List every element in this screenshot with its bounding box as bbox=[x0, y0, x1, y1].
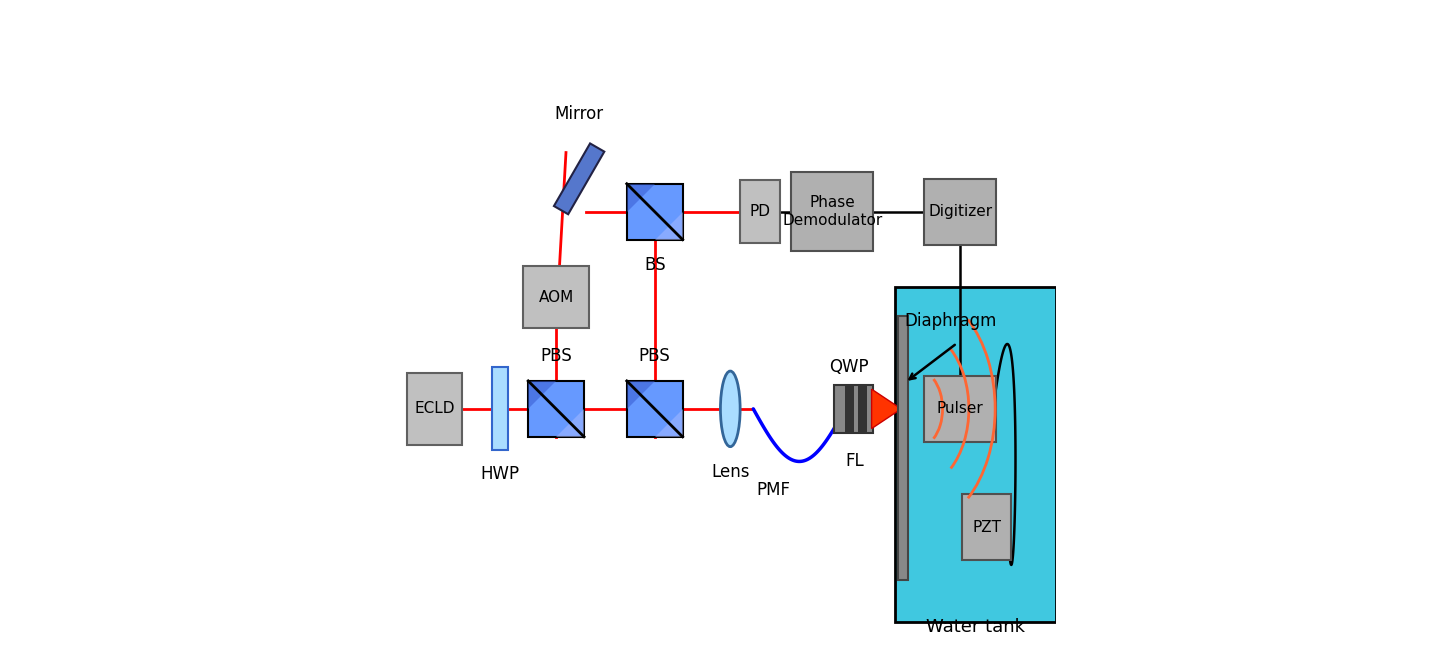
Text: PBS: PBS bbox=[638, 346, 670, 364]
Polygon shape bbox=[627, 381, 682, 437]
Text: PBS: PBS bbox=[541, 346, 571, 364]
Text: Lens: Lens bbox=[711, 463, 749, 481]
Polygon shape bbox=[654, 409, 682, 437]
FancyBboxPatch shape bbox=[899, 316, 909, 580]
FancyBboxPatch shape bbox=[925, 179, 996, 245]
FancyBboxPatch shape bbox=[523, 266, 589, 329]
Polygon shape bbox=[627, 381, 654, 409]
Text: FL: FL bbox=[846, 451, 865, 469]
Text: AOM: AOM bbox=[538, 290, 574, 305]
FancyBboxPatch shape bbox=[791, 172, 874, 251]
FancyBboxPatch shape bbox=[925, 376, 996, 442]
Text: Diaphragm: Diaphragm bbox=[904, 312, 996, 330]
Text: QWP: QWP bbox=[829, 358, 868, 376]
Polygon shape bbox=[555, 409, 585, 437]
FancyBboxPatch shape bbox=[407, 373, 462, 445]
Text: Water tank: Water tank bbox=[926, 618, 1025, 636]
Polygon shape bbox=[654, 212, 682, 240]
Polygon shape bbox=[528, 381, 555, 409]
Text: PD: PD bbox=[749, 204, 771, 219]
FancyBboxPatch shape bbox=[845, 385, 853, 432]
FancyBboxPatch shape bbox=[835, 385, 872, 433]
Text: Phase
Demodulator: Phase Demodulator bbox=[782, 195, 883, 228]
FancyBboxPatch shape bbox=[740, 180, 779, 243]
FancyBboxPatch shape bbox=[858, 385, 867, 432]
Text: Pulser: Pulser bbox=[936, 401, 984, 416]
Polygon shape bbox=[871, 389, 901, 428]
Text: PMF: PMF bbox=[756, 481, 791, 499]
Text: Mirror: Mirror bbox=[554, 105, 603, 123]
Polygon shape bbox=[627, 183, 682, 240]
Text: Digitizer: Digitizer bbox=[928, 204, 993, 219]
Ellipse shape bbox=[720, 371, 740, 447]
Text: BS: BS bbox=[644, 256, 666, 274]
FancyBboxPatch shape bbox=[963, 494, 1011, 560]
FancyBboxPatch shape bbox=[894, 287, 1056, 622]
Polygon shape bbox=[528, 381, 585, 437]
Polygon shape bbox=[627, 183, 654, 212]
Text: HWP: HWP bbox=[481, 465, 521, 482]
Polygon shape bbox=[554, 143, 605, 214]
FancyBboxPatch shape bbox=[493, 368, 507, 450]
Text: ECLD: ECLD bbox=[414, 401, 455, 416]
Text: PZT: PZT bbox=[973, 519, 1002, 535]
